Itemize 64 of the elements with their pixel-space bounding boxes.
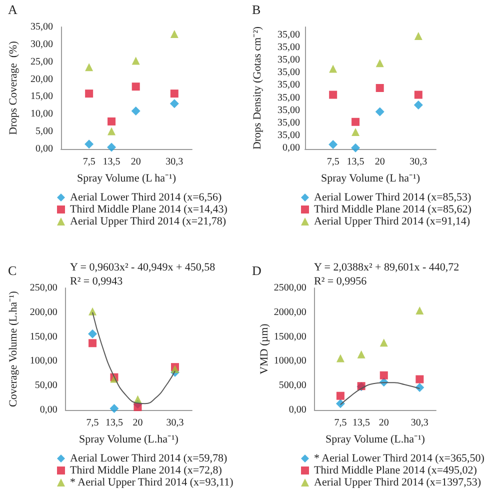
text: R² = 0,9956	[314, 276, 368, 288]
chart-title: D	[252, 263, 262, 278]
y-tick-label: 50,00	[34, 380, 58, 392]
text: Y = 2,0388x² + 89,601x - 440,72	[314, 262, 460, 274]
legend-label: Third Middle Plane 2014 (x=14,43)	[70, 204, 228, 216]
x-tick-label: 30,3	[166, 418, 184, 428]
y-tick-label: 2500,00	[274, 282, 306, 294]
legend-label: Third Middle Plane 2014 (x=72,8)	[70, 464, 222, 476]
legend-label: Third Middle Plane 2014 (x=85,62)	[314, 204, 472, 216]
y-tick-label: 0,00	[288, 404, 306, 416]
x-tick-label: 20	[374, 156, 385, 168]
x-tick-label: 13,5	[105, 418, 123, 428]
y-tick-label: 0,00	[40, 404, 58, 416]
x-tick-label: 7,5	[82, 156, 96, 168]
x-axis-title: Spray Volume (L ha⁻¹)	[76, 172, 176, 184]
legend-label: * Aerial Lower Third 2014 (x=365,50)	[314, 452, 485, 464]
y-tick-label: 100,00	[30, 356, 58, 367]
y-tick-label: 500,00	[278, 380, 306, 392]
chart-title: B	[252, 2, 261, 17]
legend-label: Aerial Upper Third 2014 (x=21,78)	[70, 216, 226, 228]
y-axis-title: VMD (µm)	[258, 323, 270, 374]
x-tick-label: 20	[378, 418, 389, 428]
x-tick-label: 13,5	[346, 156, 364, 168]
x-tick-label: 30,3	[166, 156, 184, 168]
y-axis-title: Drops Coverage (%)	[8, 40, 20, 135]
x-tick-label: 13,5	[352, 418, 370, 428]
chart-title: C	[8, 263, 17, 278]
y-tick-label: 35,00	[30, 22, 53, 32]
y-tick-label: 25,00	[30, 56, 53, 68]
legend-label: Aerial Lower Third 2014 (x=6,56)	[70, 192, 222, 204]
y-tick-label: 1000,00	[274, 356, 306, 367]
y-tick-label: 15,00	[30, 91, 53, 102]
legend-label: Third Middle Plane 2014 (x=495,02)	[314, 464, 478, 476]
y-tick-label: 2000,00	[274, 306, 306, 318]
y-tick-label: 20,00	[30, 74, 53, 85]
legend-label: Aerial Upper Third 2014 (x=1397,53)	[314, 476, 482, 488]
legend-label: Aerial Upper Third 2014 (x=91,14)	[314, 216, 470, 228]
y-tick-label: 5,00	[36, 126, 53, 138]
y-axis-title: Drops Density (Gotas cm⁻²)	[252, 26, 264, 150]
x-tick-label: 13,5	[102, 156, 120, 168]
y-tick-label: 30,00	[30, 38, 53, 50]
text: Y = 0,9603x² - 40,949x + 450,58	[70, 262, 216, 274]
text: R² = 0,9943	[70, 276, 124, 288]
y-tick-label: 250,00	[30, 282, 58, 294]
x-tick-label: 20	[130, 156, 141, 168]
x-axis-title: Spray Volume (L.ha⁻¹)	[325, 434, 426, 446]
x-tick-label: 20	[132, 418, 143, 428]
x-tick-label: 7,5	[86, 418, 99, 428]
x-tick-label: 30,3	[410, 418, 428, 428]
x-axis-title: Spray Volume (L.ha⁻¹)	[78, 434, 179, 446]
x-axis-title: Spray Volume (L ha⁻¹)	[320, 172, 420, 184]
x-tick-label: 7,5	[334, 418, 347, 428]
x-tick-label: 30,3	[410, 156, 428, 168]
legend-label: Aerial Lower Third 2014 (x=85,53)	[314, 192, 472, 204]
y-tick-label: 200,00	[30, 306, 58, 318]
y-tick-label: 1500,00	[274, 331, 306, 342]
y-tick-label: 10,00	[30, 108, 53, 120]
x-tick-label: 7,5	[326, 156, 340, 168]
legend-label: Aerial Lower Third 2014 (x=59,78)	[70, 452, 228, 464]
chart-title: A	[8, 2, 18, 17]
y-axis-title: Coverage Volume (L.ha⁻¹)	[8, 290, 20, 407]
y-tick-label: 0,00	[36, 144, 53, 154]
legend-label: * Aerial Upper Third 2014 (x=93,11)	[70, 476, 234, 488]
y-tick-label: 150,00	[30, 331, 58, 342]
